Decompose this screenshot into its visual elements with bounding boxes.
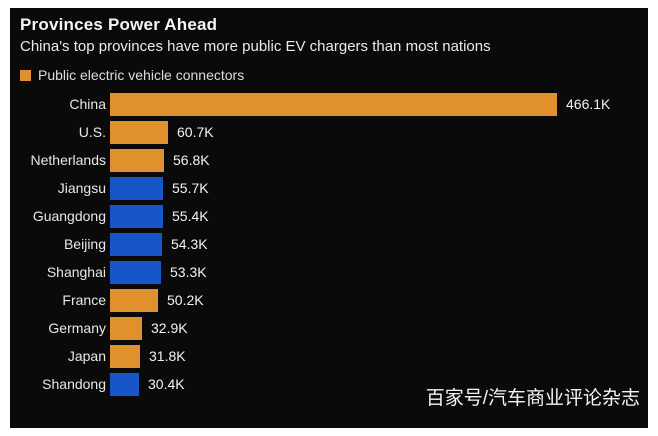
- row-label: Guangdong: [32, 208, 106, 224]
- row-label: Netherlands: [30, 152, 107, 168]
- bar: [110, 120, 168, 144]
- row-label: Japan: [67, 348, 106, 364]
- row-label: France: [62, 292, 106, 308]
- bar: [110, 92, 557, 116]
- bar: [110, 148, 164, 172]
- bar: [110, 372, 139, 396]
- chart-row: Shandong 30.4K: [10, 370, 648, 398]
- chart-row: Japan 31.8K: [10, 342, 648, 370]
- chart-title: Provinces Power Ahead: [20, 15, 218, 34]
- bar: [110, 176, 163, 200]
- watermark: 百家号/汽车商业评论杂志: [425, 388, 640, 409]
- value-label: 54.3K: [171, 236, 208, 252]
- row-label: China: [69, 96, 106, 112]
- chart-row: Guangdong 55.4K: [10, 202, 648, 230]
- legend: Public electric vehicle connectors: [20, 67, 244, 83]
- chart-row: Jiangsu 55.7K: [10, 174, 648, 202]
- row-label: U.S.: [78, 124, 106, 140]
- bar: [110, 204, 163, 228]
- bar: [110, 316, 142, 340]
- row-label: Shandong: [42, 376, 106, 392]
- value-label: 60.7K: [177, 124, 214, 140]
- value-label: 31.8K: [149, 348, 186, 364]
- value-label: 55.4K: [172, 208, 209, 224]
- row-label: Beijing: [63, 236, 106, 252]
- chart-row: Shanghai 53.3K: [10, 258, 648, 286]
- value-label: 32.9K: [151, 320, 188, 336]
- bar: [110, 288, 158, 312]
- bar: [110, 232, 162, 256]
- chart-row: Beijing 54.3K: [10, 230, 648, 258]
- legend-label: Public electric vehicle connectors: [38, 67, 245, 83]
- value-label: 55.7K: [172, 180, 209, 196]
- value-label: 30.4K: [148, 376, 185, 392]
- chart-row: Netherlands 56.8K: [10, 146, 648, 174]
- chart-subtitle: China's top provinces have more public E…: [20, 38, 491, 55]
- value-label: 466.1K: [566, 96, 611, 112]
- row-label: Jiangsu: [57, 180, 106, 196]
- value-label: 56.8K: [173, 152, 210, 168]
- chart-row: France 50.2K: [10, 286, 648, 314]
- bar: [110, 344, 140, 368]
- value-label: 50.2K: [167, 292, 204, 308]
- bar: [110, 260, 161, 284]
- chart-row: China 466.1K: [10, 90, 648, 118]
- legend-swatch-icon: [20, 69, 31, 81]
- bar-chart: China 466.1K U.S. 60.7K Netherlands 56.8K Jian…: [10, 90, 648, 398]
- chart-row: Germany 32.9K: [10, 314, 648, 342]
- row-label: Germany: [48, 320, 106, 336]
- row-label: Shanghai: [46, 264, 106, 280]
- value-label: 53.3K: [170, 264, 207, 280]
- chart-row: U.S. 60.7K: [10, 118, 648, 146]
- chart-panel: Provinces Power Ahead China's top provin…: [10, 8, 648, 428]
